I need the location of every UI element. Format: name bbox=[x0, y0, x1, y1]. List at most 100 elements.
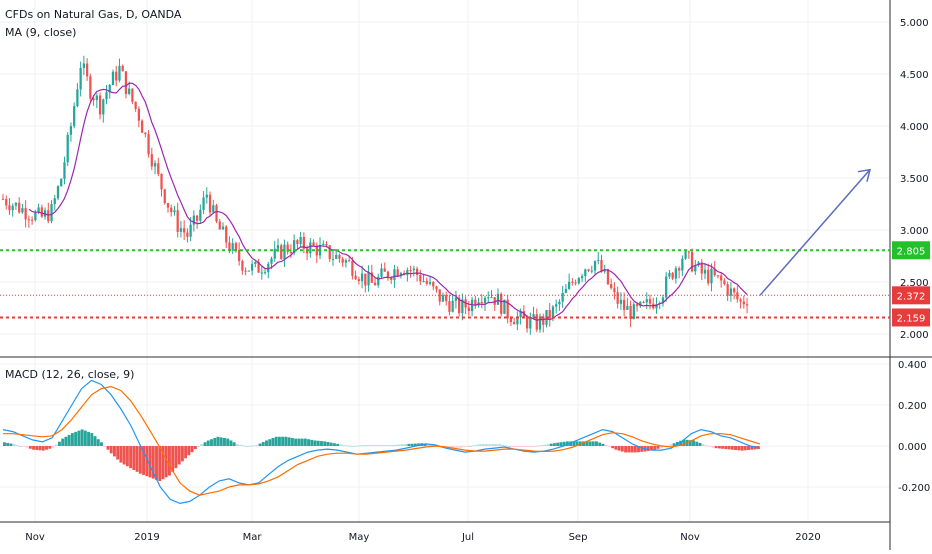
macd-histogram-bar bbox=[281, 436, 285, 446]
candle-body bbox=[577, 278, 580, 284]
candle-body bbox=[461, 299, 464, 314]
macd-histogram-bar bbox=[455, 446, 459, 448]
price-tick-label: 2.000 bbox=[900, 330, 929, 341]
time-tick-label: Jul bbox=[461, 532, 474, 543]
candle-body bbox=[95, 95, 98, 101]
level-badge-label: 2.805 bbox=[897, 246, 926, 257]
time-tick-label: 2020 bbox=[795, 532, 820, 543]
macd-histogram-bar bbox=[611, 446, 615, 449]
macd-histogram-bar bbox=[536, 445, 540, 447]
candle-body bbox=[137, 108, 141, 121]
macd-histogram-bar bbox=[48, 446, 52, 449]
candle-body bbox=[208, 194, 212, 213]
macd-histogram-bar bbox=[650, 446, 653, 451]
macd-histogram-bar bbox=[633, 446, 637, 453]
candle-body bbox=[500, 293, 503, 314]
candle-body bbox=[393, 269, 396, 280]
candle-body bbox=[506, 299, 509, 319]
candle-body bbox=[516, 317, 519, 325]
candle-body bbox=[428, 281, 432, 284]
macd-histogram-bar bbox=[352, 446, 356, 447]
candle-body bbox=[645, 299, 648, 303]
candle-body bbox=[192, 215, 195, 225]
candle-body bbox=[11, 205, 14, 211]
macd-histogram-bar bbox=[320, 441, 323, 446]
candle-body bbox=[626, 305, 629, 310]
candle-body bbox=[102, 99, 105, 115]
macd-histogram-bar bbox=[607, 446, 611, 447]
candle-body bbox=[225, 226, 228, 243]
candle-body bbox=[703, 269, 707, 274]
macd-histogram-bar bbox=[222, 438, 226, 446]
macd-histogram-bar bbox=[705, 445, 708, 447]
candle-body bbox=[723, 280, 726, 285]
candle-body bbox=[684, 251, 687, 259]
candle-body bbox=[668, 272, 671, 277]
candle-body bbox=[331, 258, 335, 260]
candle-body bbox=[590, 270, 593, 272]
macd-histogram-bar bbox=[413, 443, 417, 446]
candle-body bbox=[111, 71, 115, 85]
macd-histogram-bar bbox=[12, 444, 16, 446]
candle-body bbox=[622, 299, 626, 310]
candle-body bbox=[597, 260, 600, 262]
macd-histogram-bar bbox=[446, 446, 450, 448]
candle-body bbox=[729, 288, 733, 296]
macd-histogram-bar bbox=[297, 438, 301, 446]
candle-body bbox=[60, 178, 63, 187]
macd-histogram-bar bbox=[407, 443, 411, 446]
macd-histogram-bar bbox=[232, 442, 236, 446]
macd-histogram-bar bbox=[64, 436, 68, 446]
candle-body bbox=[344, 260, 348, 263]
candle-body bbox=[134, 101, 137, 109]
macd-histogram-bar bbox=[397, 444, 401, 446]
macd-histogram-bar bbox=[523, 446, 527, 447]
candle-body bbox=[280, 245, 283, 259]
macd-histogram-bar bbox=[601, 443, 605, 446]
candle-body bbox=[351, 260, 354, 276]
candle-body bbox=[584, 269, 587, 277]
candle-body bbox=[286, 244, 289, 252]
macd-histogram-bar bbox=[342, 445, 346, 447]
macd-histogram-bar bbox=[213, 438, 217, 446]
macd-histogram-bar bbox=[310, 439, 314, 446]
macd-histogram-bar bbox=[614, 446, 618, 450]
macd-histogram-bar bbox=[711, 446, 715, 448]
macd-line bbox=[2, 379, 761, 505]
candle-body bbox=[548, 309, 551, 319]
candle-body bbox=[483, 297, 487, 304]
macd-histogram-bar bbox=[514, 446, 518, 447]
macd-histogram-bar bbox=[161, 446, 165, 480]
macd-histogram-bar bbox=[96, 439, 100, 446]
candle-body bbox=[296, 240, 299, 245]
macd-histogram-bar bbox=[695, 441, 699, 446]
candle-body bbox=[5, 198, 8, 206]
candle-body bbox=[150, 154, 153, 167]
macd-histogram-bar bbox=[300, 438, 304, 446]
candle-body bbox=[406, 270, 409, 275]
candle-body bbox=[360, 273, 364, 282]
macd-histogram-bar bbox=[271, 438, 275, 446]
candle-body bbox=[354, 275, 357, 280]
candle-body bbox=[69, 126, 73, 135]
candle-body bbox=[202, 197, 205, 210]
candle-body bbox=[105, 92, 108, 100]
candle-body bbox=[710, 268, 713, 284]
candle-body bbox=[231, 243, 234, 251]
candle-body bbox=[124, 71, 128, 94]
candle-body bbox=[687, 251, 690, 253]
time-tick-label: Nov bbox=[25, 532, 45, 543]
candle-body bbox=[315, 245, 318, 256]
macd-histogram-bar bbox=[138, 446, 142, 474]
candle-body bbox=[50, 204, 53, 222]
macd-histogram-bar bbox=[462, 446, 466, 448]
candle-body bbox=[580, 276, 584, 279]
macd-histogram-bar bbox=[242, 445, 246, 447]
macd-histogram-bar bbox=[698, 442, 702, 446]
candle-body bbox=[144, 132, 147, 135]
candle-body bbox=[170, 207, 173, 213]
macd-histogram-bar bbox=[197, 446, 201, 447]
candle-body bbox=[425, 281, 428, 284]
